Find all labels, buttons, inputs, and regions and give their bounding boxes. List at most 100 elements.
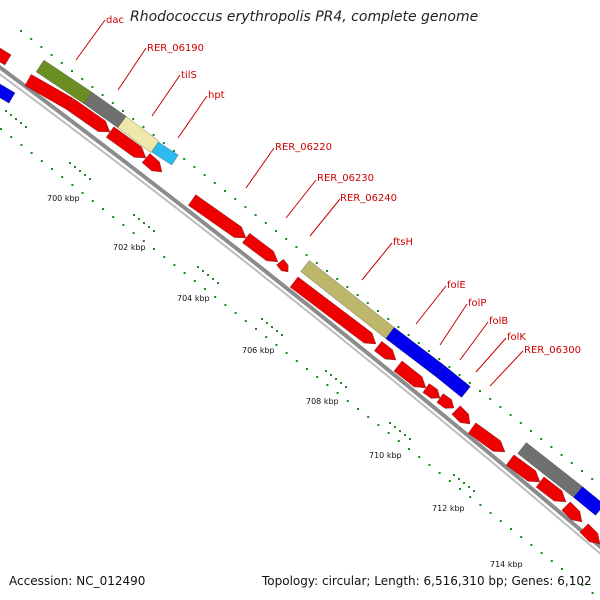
- tick-dot: [71, 70, 73, 72]
- kbp-tick-dot: [69, 162, 71, 164]
- tick-dot: [356, 294, 359, 296]
- gene-features: [0, 47, 600, 545]
- tick-dot: [295, 360, 298, 362]
- feature-bar-outer: [573, 486, 600, 516]
- tick-dot: [591, 592, 594, 594]
- tick-dot: [122, 110, 124, 112]
- tick-dot: [519, 422, 522, 424]
- feature-bar-outer: [0, 83, 16, 104]
- kbp-tick-dot: [276, 330, 278, 332]
- tick-dot: [499, 406, 502, 408]
- feature-bar-inner: [451, 405, 471, 425]
- kbp-tick-dot: [345, 386, 347, 388]
- leader-line: [151, 74, 181, 117]
- leader-line: [117, 47, 147, 91]
- kbp-tick-dot: [207, 274, 209, 276]
- feature-bar-outer: [385, 327, 445, 377]
- tick-dot: [203, 174, 206, 176]
- kbp-tick-dot: [84, 174, 86, 176]
- kbp-tick-dot: [468, 486, 470, 488]
- tick-dot: [448, 480, 451, 482]
- kbp-tick-dot: [335, 378, 337, 380]
- tick-dot: [530, 544, 533, 546]
- leader-line: [177, 95, 208, 139]
- tick-dot: [213, 182, 216, 184]
- gene-label-folb: folB: [489, 316, 508, 327]
- tick-dot: [570, 462, 573, 464]
- tick-dot: [489, 512, 492, 514]
- tick-dot: [540, 552, 543, 554]
- kbp-tick-dot: [148, 226, 150, 228]
- kbp-tick-dot: [138, 218, 140, 220]
- tick-dot: [520, 536, 523, 538]
- feature-bar-inner: [467, 422, 506, 453]
- kbp-tick-dot: [10, 114, 12, 116]
- tick-dot: [30, 38, 33, 40]
- kbp-tick-dot: [281, 334, 283, 336]
- tick-dot: [357, 408, 359, 410]
- tick-dot: [51, 168, 53, 170]
- feature-bar-outer: [35, 59, 93, 105]
- tick-dot: [193, 280, 196, 282]
- tick-dot: [275, 230, 277, 232]
- leader-line: [309, 198, 341, 237]
- accession-label: Accession: NC_012490: [9, 574, 146, 588]
- tick-dot: [346, 286, 349, 288]
- tick-dot: [132, 118, 135, 120]
- kbp-label-710: 710 kbp: [369, 451, 402, 460]
- tick-dot: [387, 432, 390, 434]
- tick-dot: [0, 128, 2, 130]
- feature-bar-outer: [83, 92, 127, 128]
- tick-dot: [244, 206, 247, 208]
- kbp-tick-dot: [20, 122, 22, 124]
- tick-dot: [560, 454, 563, 456]
- tick-dot: [193, 166, 196, 168]
- tick-dot: [428, 350, 430, 352]
- tick-dot: [30, 152, 33, 154]
- tick-dot: [275, 344, 278, 346]
- leader-line: [489, 350, 524, 387]
- tick-dot: [91, 200, 94, 202]
- label-leaders: [75, 19, 524, 387]
- tick-dot: [122, 224, 125, 226]
- kbp-tick-dot: [389, 422, 391, 424]
- kbp-tick-dot: [330, 374, 332, 376]
- tick-dot: [316, 376, 319, 378]
- gene-label-rer-06190: RER_06190: [147, 43, 204, 54]
- kbp-tick-dot: [473, 490, 475, 492]
- tick-dot: [285, 352, 288, 354]
- tick-dot: [183, 272, 186, 274]
- tick-dot: [264, 222, 267, 224]
- tick-dot: [581, 584, 584, 586]
- tick-dot: [459, 488, 461, 490]
- tick-dot: [112, 216, 115, 218]
- tick-dot: [224, 190, 226, 192]
- tick-dot: [438, 358, 441, 360]
- tick-dot: [101, 94, 104, 96]
- gene-label-rer-06300: RER_06300: [524, 345, 581, 356]
- tick-dot: [81, 78, 84, 80]
- tick-dot: [173, 150, 175, 152]
- feature-bar-inner: [105, 126, 147, 159]
- kbp-label-708: 708 kbp: [306, 397, 339, 406]
- tick-dot: [61, 176, 64, 178]
- topology-label: Topology: circular; Length: 6,516,310 bp…: [262, 574, 592, 588]
- genome-backbone: [0, 64, 600, 555]
- tick-dot: [102, 208, 104, 210]
- tick-dot: [132, 232, 135, 234]
- kbp-tick-dot: [217, 282, 219, 284]
- tick-dot: [50, 54, 53, 56]
- feature-bar-inner: [393, 360, 427, 389]
- tick-dot: [418, 456, 421, 458]
- tick-dot: [142, 126, 145, 128]
- tick-dot: [469, 496, 472, 498]
- tick-dot: [20, 144, 23, 146]
- tick-dot: [336, 392, 339, 394]
- tick-dot: [163, 256, 166, 258]
- tick-dot: [336, 278, 339, 280]
- kbp-tick-dot: [74, 166, 76, 168]
- tick-dot: [448, 366, 451, 368]
- tick-dot: [315, 262, 318, 264]
- feature-bar-inner: [24, 74, 74, 110]
